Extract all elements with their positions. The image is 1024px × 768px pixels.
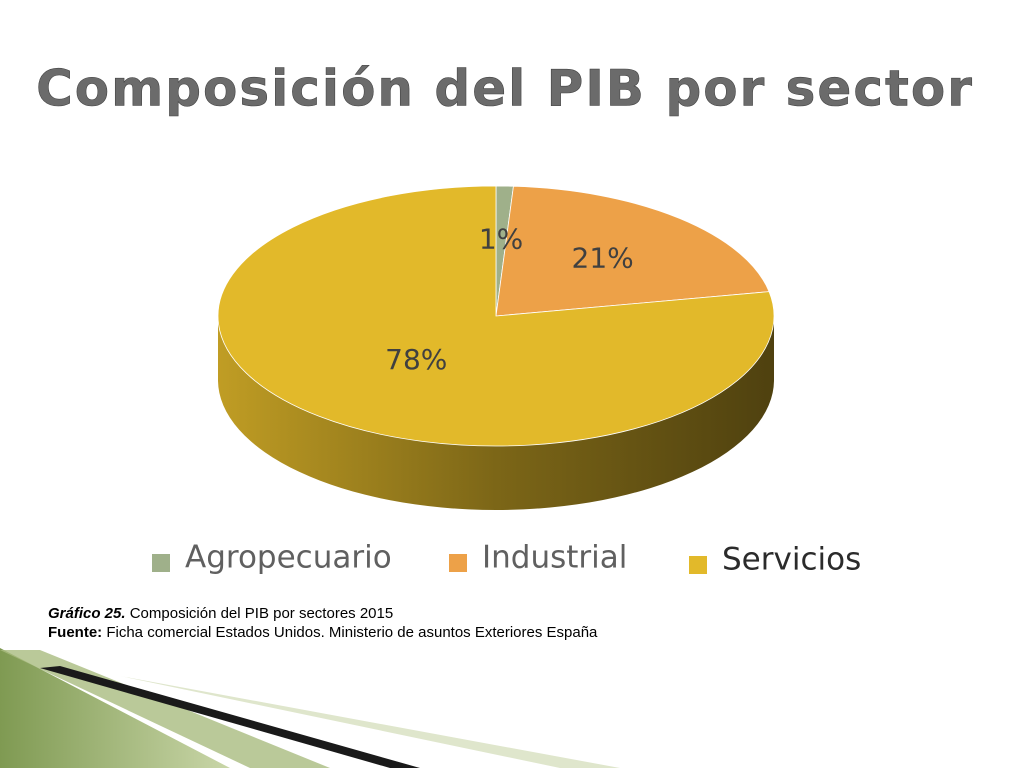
chart-title: Composición del PIB por sector: [36, 60, 974, 118]
slice: [495, 185, 770, 317]
data-label: 1%: [479, 223, 523, 256]
legend-swatch: [689, 556, 707, 574]
data-label: 21%: [572, 241, 634, 274]
caption-line: Fuente: Ficha comercial Estados Unidos. …: [48, 623, 597, 642]
caption-text: Ficha comercial Estados Unidos. Minister…: [106, 624, 598, 641]
slice-side: [218, 316, 774, 510]
decoration: [0, 648, 620, 768]
caption-label: Fuente:: [48, 624, 103, 641]
legend-swatch: [152, 554, 170, 572]
legend-label: Servicios: [722, 542, 861, 578]
legend-swatch: [449, 554, 467, 572]
caption-label: Gráfico 25.: [48, 605, 126, 622]
pie: 1% 21% 78%: [217, 185, 775, 510]
caption-line: Gráfico 25. Composición del PIB por sect…: [48, 604, 597, 623]
slice: [217, 185, 775, 447]
caption-text: Composición del PIB por sectores 2015: [129, 605, 394, 622]
legend: Agropecuario Industrial Servicios: [152, 540, 861, 578]
caption: Gráfico 25. Composición del PIB por sect…: [48, 604, 597, 642]
legend-label: Agropecuario: [185, 540, 392, 576]
data-label: 78%: [385, 343, 447, 376]
legend-label: Industrial: [482, 540, 627, 576]
